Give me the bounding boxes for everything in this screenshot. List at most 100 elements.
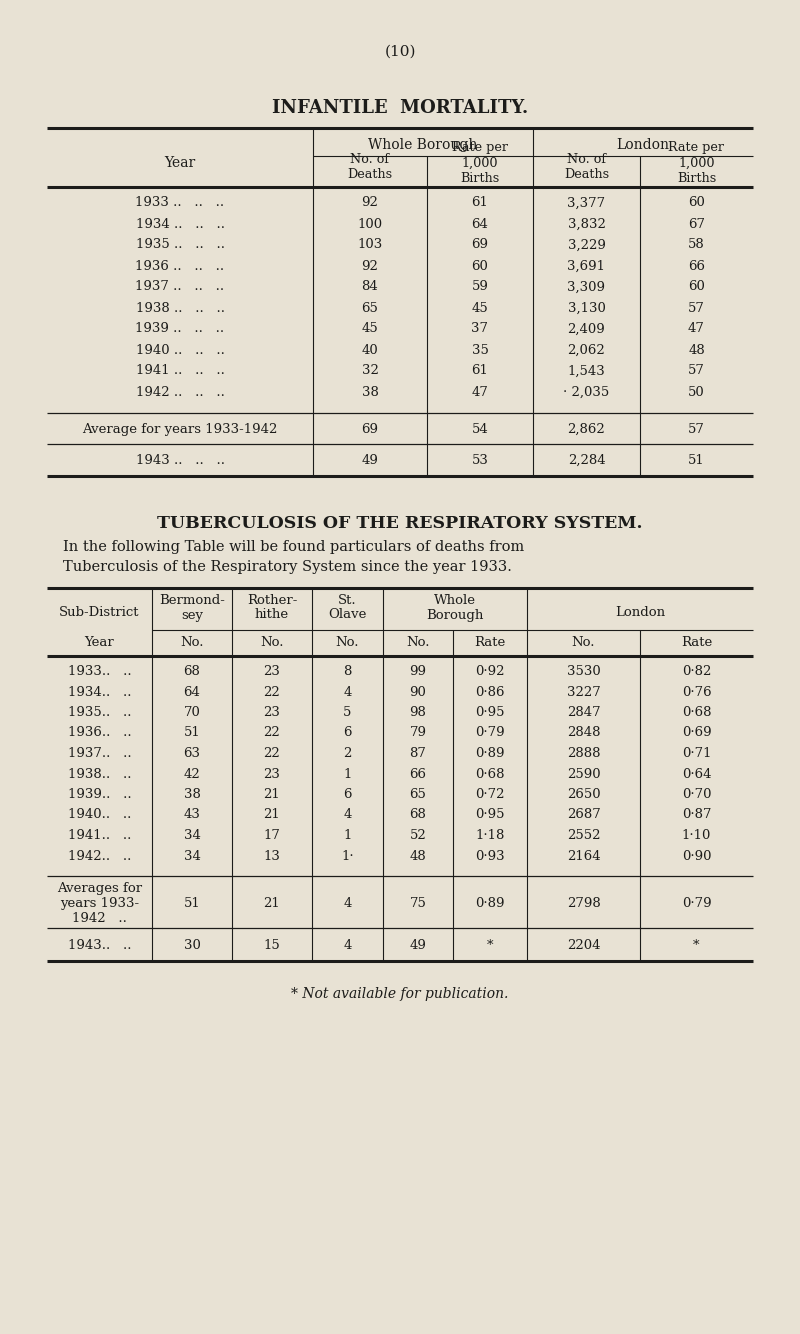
Text: 64: 64 <box>471 217 489 231</box>
Text: 23: 23 <box>263 706 281 719</box>
Text: No. of
Deaths: No. of Deaths <box>347 153 393 181</box>
Text: 5: 5 <box>343 706 352 719</box>
Text: 4: 4 <box>343 896 352 910</box>
Text: 2798: 2798 <box>566 896 600 910</box>
Text: 38: 38 <box>183 788 201 800</box>
Text: 0·86: 0·86 <box>475 686 505 699</box>
Text: 99: 99 <box>410 666 426 678</box>
Text: Average for years 1933-1942: Average for years 1933-1942 <box>82 423 278 436</box>
Text: 0·82: 0·82 <box>682 666 711 678</box>
Text: No.: No. <box>260 636 284 650</box>
Text: 6: 6 <box>343 788 352 800</box>
Text: 2,862: 2,862 <box>568 423 606 436</box>
Text: 4: 4 <box>343 686 352 699</box>
Text: 2847: 2847 <box>566 706 600 719</box>
Text: TUBERCULOSIS OF THE RESPIRATORY SYSTEM.: TUBERCULOSIS OF THE RESPIRATORY SYSTEM. <box>158 515 642 532</box>
Text: 92: 92 <box>362 260 378 272</box>
Text: 70: 70 <box>183 706 201 719</box>
Text: 2687: 2687 <box>566 808 600 822</box>
Text: 3227: 3227 <box>566 686 600 699</box>
Text: 1942..   ..: 1942.. .. <box>68 850 131 863</box>
Text: 0·69: 0·69 <box>682 727 711 739</box>
Text: No.: No. <box>180 636 204 650</box>
Text: Sub-District: Sub-District <box>59 606 140 619</box>
Text: Whole Borough: Whole Borough <box>368 137 478 152</box>
Text: 1936 ..   ..   ..: 1936 .. .. .. <box>135 260 225 272</box>
Text: 1937..   ..: 1937.. .. <box>68 747 131 760</box>
Text: 0·89: 0·89 <box>475 896 505 910</box>
Text: 3,832: 3,832 <box>567 217 606 231</box>
Text: 3,309: 3,309 <box>567 280 606 293</box>
Text: 59: 59 <box>471 280 489 293</box>
Text: 1938..   ..: 1938.. .. <box>68 767 131 780</box>
Text: *: * <box>486 939 494 951</box>
Text: 1943..   ..: 1943.. .. <box>68 939 131 951</box>
Text: 61: 61 <box>471 196 489 209</box>
Text: 1: 1 <box>343 767 352 780</box>
Text: 3,229: 3,229 <box>567 239 606 252</box>
Text: Tuberculosis of the Respiratory System since the year 1933.: Tuberculosis of the Respiratory System s… <box>63 560 512 575</box>
Text: 1941..   ..: 1941.. .. <box>68 828 131 842</box>
Text: Rate per
1,000
Births: Rate per 1,000 Births <box>669 141 725 184</box>
Text: 35: 35 <box>471 343 489 356</box>
Text: 54: 54 <box>472 423 488 436</box>
Text: 17: 17 <box>263 828 281 842</box>
Text: 21: 21 <box>264 788 280 800</box>
Text: 0·68: 0·68 <box>475 767 505 780</box>
Text: 1940 ..   ..   ..: 1940 .. .. .. <box>135 343 225 356</box>
Text: · 2,035: · 2,035 <box>563 386 610 399</box>
Text: 65: 65 <box>362 301 378 315</box>
Text: 6: 6 <box>343 727 352 739</box>
Text: 15: 15 <box>264 939 280 951</box>
Text: 100: 100 <box>358 217 382 231</box>
Text: 1·10: 1·10 <box>682 828 711 842</box>
Text: 1·: 1· <box>341 850 354 863</box>
Text: Rate per
1,000
Births: Rate per 1,000 Births <box>452 141 508 184</box>
Text: Year: Year <box>85 636 114 650</box>
Text: 48: 48 <box>688 343 705 356</box>
Text: 60: 60 <box>688 280 705 293</box>
Text: 103: 103 <box>358 239 382 252</box>
Text: 47: 47 <box>688 323 705 335</box>
Text: 0·70: 0·70 <box>682 788 711 800</box>
Text: 51: 51 <box>184 896 200 910</box>
Text: 60: 60 <box>471 260 489 272</box>
Text: Rother-
hithe: Rother- hithe <box>247 594 297 622</box>
Text: London: London <box>617 137 670 152</box>
Text: No.: No. <box>406 636 430 650</box>
Text: 1939..   ..: 1939.. .. <box>68 788 131 800</box>
Text: 57: 57 <box>688 364 705 378</box>
Text: 61: 61 <box>471 364 489 378</box>
Text: 0·79: 0·79 <box>475 727 505 739</box>
Text: 69: 69 <box>471 239 489 252</box>
Text: 22: 22 <box>264 686 280 699</box>
Text: 3,130: 3,130 <box>567 301 606 315</box>
Text: Averages for
years 1933-
1942   ..: Averages for years 1933- 1942 .. <box>57 882 142 924</box>
Text: 60: 60 <box>688 196 705 209</box>
Text: (10): (10) <box>384 45 416 59</box>
Text: 2: 2 <box>343 747 352 760</box>
Text: 1934 ..   ..   ..: 1934 .. .. .. <box>135 217 225 231</box>
Text: 2590: 2590 <box>566 767 600 780</box>
Text: 49: 49 <box>410 939 426 951</box>
Text: Whole
Borough: Whole Borough <box>426 594 484 622</box>
Text: * Not available for publication.: * Not available for publication. <box>291 987 509 1002</box>
Text: 2552: 2552 <box>566 828 600 842</box>
Text: 1940..   ..: 1940.. .. <box>68 808 131 822</box>
Text: 50: 50 <box>688 386 705 399</box>
Text: 38: 38 <box>362 386 378 399</box>
Text: 32: 32 <box>362 364 378 378</box>
Text: 2650: 2650 <box>566 788 600 800</box>
Text: 23: 23 <box>263 666 281 678</box>
Text: 1938 ..   ..   ..: 1938 .. .. .. <box>135 301 225 315</box>
Text: 57: 57 <box>688 423 705 436</box>
Text: 22: 22 <box>264 747 280 760</box>
Text: 68: 68 <box>183 666 201 678</box>
Text: 0·93: 0·93 <box>475 850 505 863</box>
Text: 0·72: 0·72 <box>475 788 505 800</box>
Text: 98: 98 <box>410 706 426 719</box>
Text: 3,377: 3,377 <box>567 196 606 209</box>
Text: 0·79: 0·79 <box>682 896 711 910</box>
Text: 0·87: 0·87 <box>682 808 711 822</box>
Text: 1936..   ..: 1936.. .. <box>68 727 131 739</box>
